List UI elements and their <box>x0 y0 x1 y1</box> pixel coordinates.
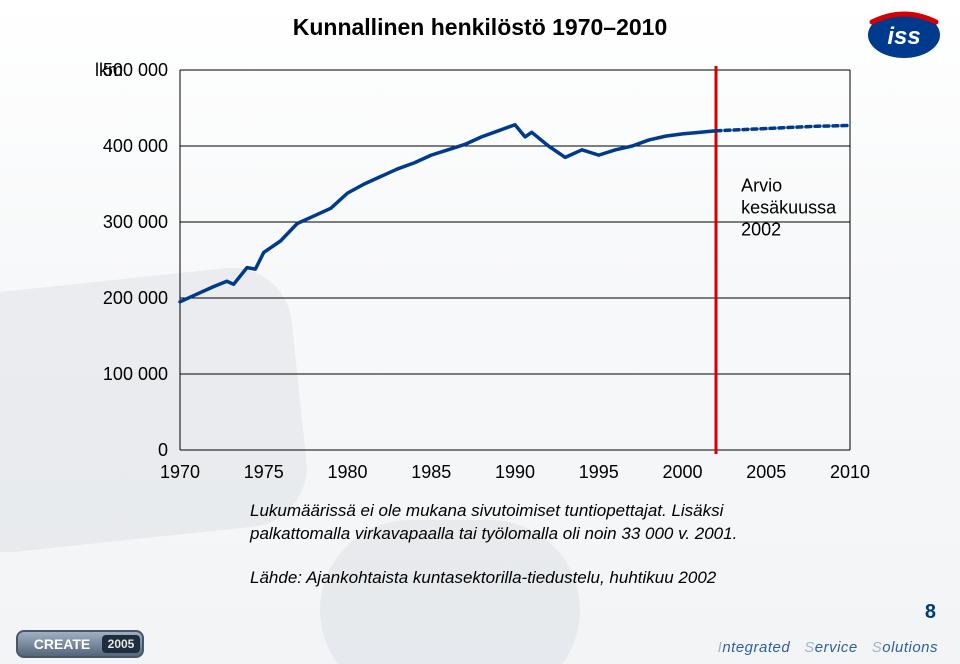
y-tick-label: 500 000 <box>103 60 168 80</box>
x-tick-label: 1995 <box>579 462 619 482</box>
x-tick-label: 1970 <box>160 462 200 482</box>
tagline-letter: S <box>872 639 883 656</box>
create-text: CREATE <box>34 636 91 652</box>
iss-logo-text: iss <box>887 23 920 50</box>
create-logo: CREATE 2005 <box>16 626 146 660</box>
x-tick-label: 2010 <box>830 462 870 482</box>
y-tick-label: 100 000 <box>103 364 168 384</box>
tagline: Integrated Service Solutions <box>718 639 938 656</box>
chart: lkm0100 000200 000300 000400 000500 0001… <box>70 60 890 540</box>
y-tick-label: 0 <box>158 440 168 460</box>
tagline-word: olutions <box>882 639 938 656</box>
x-tick-label: 1985 <box>411 462 451 482</box>
y-tick-label: 300 000 <box>103 212 168 232</box>
note-line: palkattomalla virkavapaalla tai työlomal… <box>250 524 737 543</box>
tagline-letter: S <box>804 639 815 656</box>
iss-logo: iss <box>866 10 942 60</box>
page-number: 8 <box>925 601 936 624</box>
create-year: 2005 <box>108 637 135 651</box>
annotation: 2002 <box>741 220 781 240</box>
note-line: Lukumäärissä ei ole mukana sivutoimiset … <box>250 501 723 520</box>
chart-title-text: Kunnallinen henkilöstö 1970–2010 <box>293 14 668 40</box>
chart-svg: lkm0100 000200 000300 000400 000500 0001… <box>70 60 890 500</box>
tagline-word: ntegrated <box>722 639 790 656</box>
x-tick-label: 1975 <box>244 462 284 482</box>
data-line <box>180 125 716 302</box>
x-tick-label: 2000 <box>662 462 702 482</box>
annotation: Arvio <box>741 176 782 196</box>
annotation: kesäkuussa <box>741 198 837 218</box>
page-number-text: 8 <box>925 601 936 623</box>
forecast-line <box>716 125 850 130</box>
chart-title: Kunnallinen henkilöstö 1970–2010 <box>0 14 960 41</box>
slide: Kunnallinen henkilöstö 1970–2010 iss lkm… <box>0 0 960 664</box>
y-tick-label: 400 000 <box>103 136 168 156</box>
y-tick-label: 200 000 <box>103 288 168 308</box>
tagline-word: ervice <box>815 639 858 656</box>
source-text: Lähde: Ajankohtaista kuntasektorilla-tie… <box>250 568 716 587</box>
chart-note: Lukumäärissä ei ole mukana sivutoimiset … <box>250 500 770 546</box>
chart-source: Lähde: Ajankohtaista kuntasektorilla-tie… <box>250 568 810 588</box>
x-tick-label: 2005 <box>746 462 786 482</box>
x-tick-label: 1990 <box>495 462 535 482</box>
x-tick-label: 1980 <box>327 462 367 482</box>
